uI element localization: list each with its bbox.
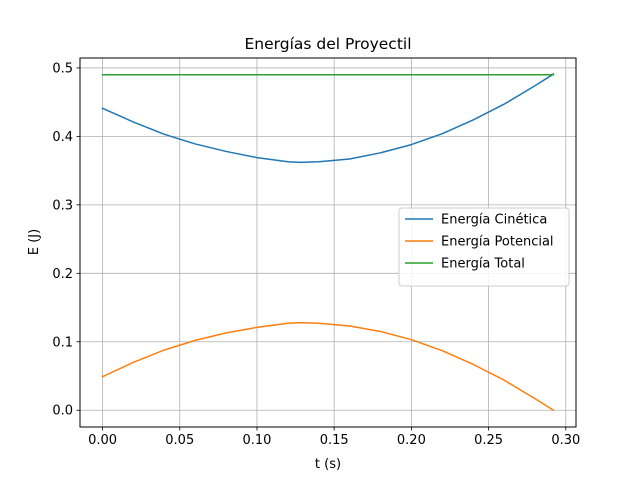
series-line-1 xyxy=(101,73,555,164)
series-layer xyxy=(101,73,555,412)
y-axis-label: E (J) xyxy=(27,229,42,255)
x-tick-label: 0.05 xyxy=(165,433,194,448)
legend: Energía Cinética Energía Potencial Energía… xyxy=(398,207,570,287)
x-axis: 0.00 0.05 0.10 0.15 0.20 0.25 0.30 xyxy=(88,427,580,448)
x-tick-label: 0.00 xyxy=(88,433,117,448)
x-tick-label: 0.30 xyxy=(551,433,580,448)
x-tick-label: 0.20 xyxy=(397,433,426,448)
y-tick-label: 0.4 xyxy=(52,130,73,145)
x-tick-label: 0.15 xyxy=(320,433,349,448)
plot-frame xyxy=(79,57,577,428)
legend-label: Energía Total xyxy=(441,257,525,272)
y-tick-label: 0.3 xyxy=(52,198,73,213)
y-tick-label: 0.1 xyxy=(52,335,73,350)
legend-label: Energía Cinética xyxy=(441,213,547,228)
y-tick-label: 0.0 xyxy=(52,404,73,419)
chart-title: Energías del Proyectil xyxy=(244,35,411,53)
legend-label: Energía Potencial xyxy=(441,235,554,250)
y-axis: 0.0 0.1 0.2 0.3 0.4 0.5 xyxy=(52,61,80,419)
y-tick-label: 0.5 xyxy=(52,61,73,76)
y-tick-label: 0.2 xyxy=(52,267,73,282)
x-tick-label: 0.10 xyxy=(242,433,271,448)
x-axis-label: t (s) xyxy=(315,457,341,472)
x-tick-label: 0.25 xyxy=(474,433,503,448)
legend-box xyxy=(398,207,570,287)
series-line-2 xyxy=(101,321,555,412)
